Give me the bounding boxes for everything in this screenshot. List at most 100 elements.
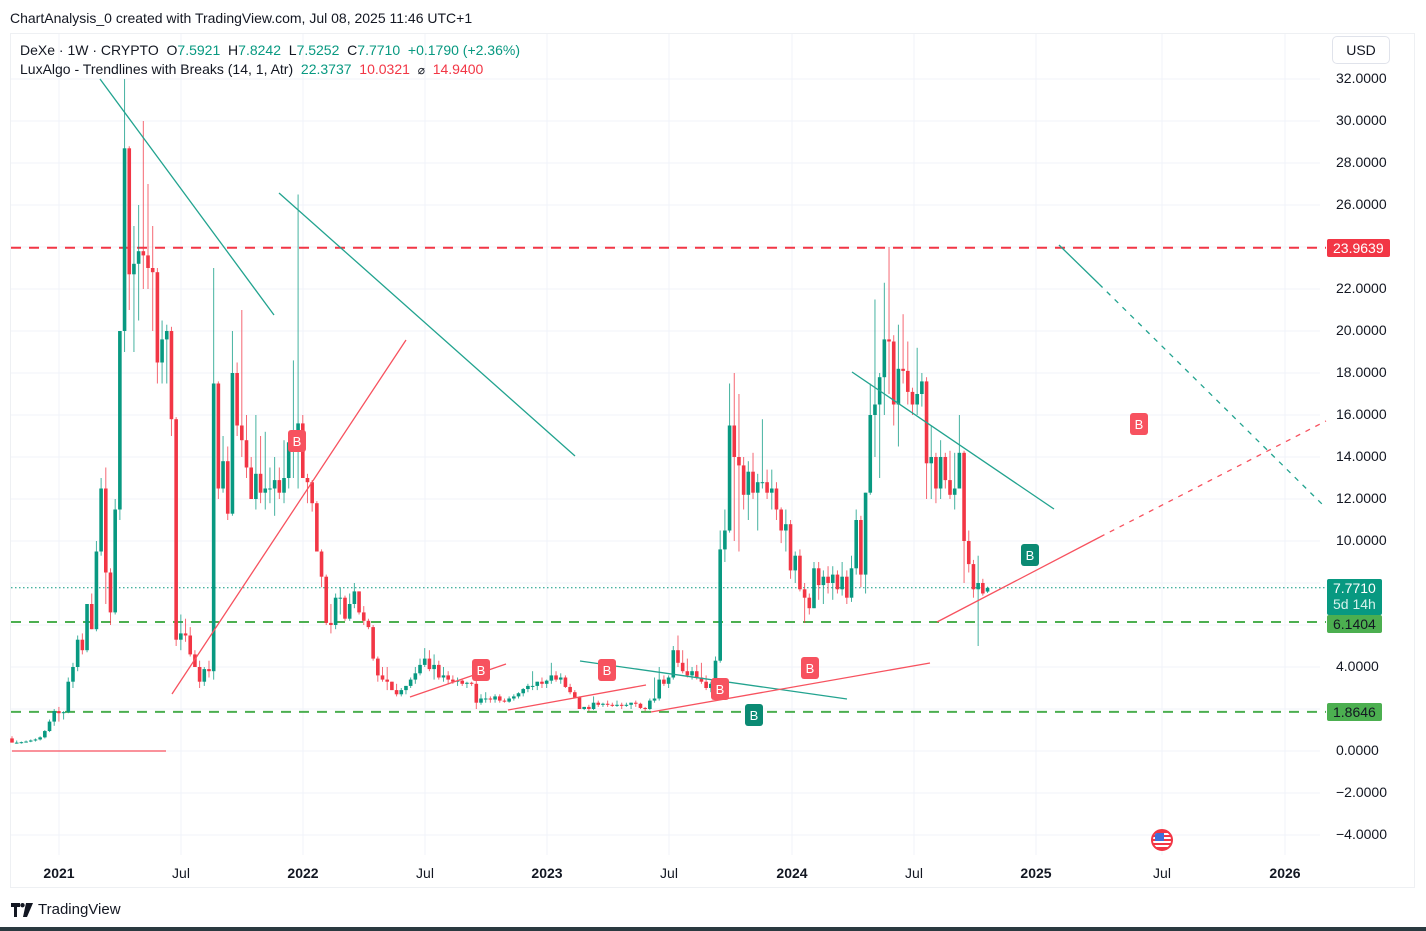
candle-body xyxy=(624,704,629,706)
indicator-row: LuxAlgo - Trendlines with Breaks (14, 1,… xyxy=(20,60,520,80)
candle-body xyxy=(399,690,404,695)
resistance-price-tag: 23.9639 xyxy=(1327,239,1390,257)
candle-body xyxy=(113,509,117,613)
candle-body xyxy=(488,698,493,700)
candle-body xyxy=(835,574,840,590)
candle-body xyxy=(89,604,94,630)
trendline-up xyxy=(650,662,931,713)
time-tick-label: 2024 xyxy=(776,865,808,881)
candle-body xyxy=(512,696,516,699)
time-tick-label: 2021 xyxy=(43,865,75,881)
candle-body xyxy=(427,658,432,670)
candle-body xyxy=(254,473,258,499)
break-signal-bearish_break[interactable]: B xyxy=(711,678,729,700)
break-signal-bearish_break[interactable]: B xyxy=(472,659,490,681)
candle-body xyxy=(793,555,798,571)
candle-body xyxy=(582,706,586,709)
us-flag-event-icon[interactable] xyxy=(1151,829,1173,851)
price-tick-label: −4.0000 xyxy=(1336,826,1387,842)
candle-body xyxy=(319,551,324,577)
candle-body xyxy=(723,530,727,550)
candle-body xyxy=(118,331,122,510)
candle-body xyxy=(94,551,99,630)
candle-body xyxy=(718,549,722,661)
price-tick-label: 14.0000 xyxy=(1336,448,1387,464)
candle-body xyxy=(19,742,24,744)
candle-body xyxy=(441,675,446,678)
candle-body xyxy=(263,488,268,493)
tradingview-logo-icon xyxy=(11,902,33,917)
candle-body xyxy=(558,677,563,680)
candle-body xyxy=(272,480,277,489)
candle-body xyxy=(502,700,507,702)
candle-body xyxy=(361,612,366,621)
break-signal-bearish_break[interactable]: B xyxy=(1130,413,1148,435)
price-tick-label: −2.0000 xyxy=(1336,784,1387,800)
diameter-icon: ⌀ xyxy=(417,63,425,77)
candle-body xyxy=(619,704,624,706)
candle-body xyxy=(75,639,80,667)
break-signal-bullish_break[interactable]: B xyxy=(745,704,763,726)
candle-body xyxy=(549,675,554,681)
candle-body xyxy=(141,251,146,256)
candle-body xyxy=(277,480,282,493)
candle-body xyxy=(591,702,596,709)
close-label: C xyxy=(347,42,358,58)
candle-body xyxy=(413,673,418,680)
candle-body xyxy=(774,488,779,510)
candle-body xyxy=(28,740,33,742)
currency-button[interactable]: USD xyxy=(1332,36,1390,64)
candle-body xyxy=(610,704,615,706)
break-signal-bearish_break[interactable]: B xyxy=(288,430,306,452)
candle-body xyxy=(737,457,741,466)
candle-body xyxy=(863,492,868,575)
break-signal-bullish_break[interactable]: B xyxy=(1021,544,1039,566)
candle-body xyxy=(671,650,676,678)
candle-body xyxy=(887,339,891,342)
price-tick-label: 10.0000 xyxy=(1336,532,1387,548)
candle-body xyxy=(249,467,253,499)
candle-body xyxy=(643,707,647,709)
candle-body xyxy=(47,721,52,732)
candle-body xyxy=(943,457,948,481)
symbol-label[interactable]: DeXe · 1W · CRYPTO xyxy=(20,42,159,58)
trendline-up xyxy=(507,684,647,711)
trendline-down xyxy=(1058,244,1100,285)
candle-body xyxy=(915,394,919,405)
candle-body xyxy=(24,741,28,743)
candle-body xyxy=(727,425,732,531)
candle-body xyxy=(709,683,713,688)
candle-body xyxy=(957,452,962,489)
candle-body xyxy=(99,488,103,552)
candle-body xyxy=(305,478,310,483)
candle-body xyxy=(104,488,108,573)
low-value: 7.5252 xyxy=(296,42,340,58)
candle-body xyxy=(765,482,769,493)
candle-body xyxy=(132,263,136,275)
indicator-name[interactable]: LuxAlgo - Trendlines with Breaks (14, 1,… xyxy=(20,61,294,77)
trendline-down_dashed xyxy=(1098,283,1327,509)
svg-text:B: B xyxy=(806,661,815,676)
candle-body xyxy=(197,667,202,682)
candle-body xyxy=(188,635,193,655)
candle-body xyxy=(615,704,619,706)
candle-body xyxy=(352,591,357,604)
time-tick-label: 2025 xyxy=(1020,865,1052,881)
candle-body xyxy=(85,604,89,651)
candle-body xyxy=(868,415,873,493)
price-tick-label: 4.0000 xyxy=(1336,658,1379,674)
candle-body xyxy=(474,683,479,703)
candle-body xyxy=(376,658,380,676)
break-signal-bearish_break[interactable]: B xyxy=(598,659,616,681)
candle-body xyxy=(268,488,272,490)
candle-body xyxy=(465,682,469,684)
open-label: O xyxy=(166,42,178,58)
candle-body xyxy=(394,690,399,695)
low-label: L xyxy=(288,42,297,58)
break-signal-bearish_break[interactable]: B xyxy=(801,657,819,679)
candle-body xyxy=(526,685,530,690)
candle-body xyxy=(516,693,521,697)
candle-body xyxy=(164,331,169,340)
candle-body xyxy=(66,681,71,713)
